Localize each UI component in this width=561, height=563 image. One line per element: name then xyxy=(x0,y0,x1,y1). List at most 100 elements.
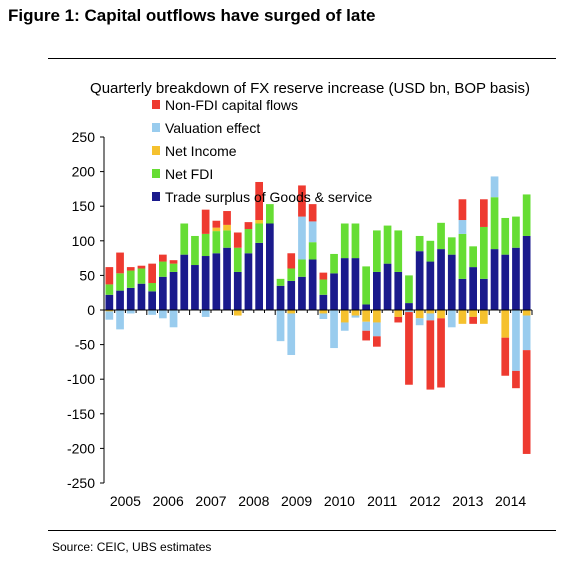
bar-2006Q3-s0 xyxy=(169,271,178,310)
bar-2012Q2-s0 xyxy=(415,251,424,310)
bar-2012Q2-s1 xyxy=(415,235,424,252)
bar-2009Q3-s1 xyxy=(298,259,306,277)
x-year-label: 2010 xyxy=(324,493,355,509)
y-tick-label: 200 xyxy=(72,164,96,180)
bar-2012Q4-s1 xyxy=(437,222,445,250)
bar-2014Q2-s1 xyxy=(501,217,510,255)
bar-2010Q2-s3 xyxy=(330,310,338,349)
bar-2005Q1-s3 xyxy=(105,311,114,320)
bar-2010Q1-s0 xyxy=(319,294,328,310)
bar-2005Q1-s2 xyxy=(105,310,114,312)
bar-2011Q2-s3 xyxy=(373,322,381,337)
bar-2006Q1-s4 xyxy=(148,263,156,284)
y-tick-label: -200 xyxy=(67,440,95,456)
bar-2010Q4-s3 xyxy=(351,315,360,318)
bar-2006Q2-s3 xyxy=(159,310,167,319)
bar-2008Q4-s1 xyxy=(266,204,274,224)
bar-2010Q4-s1 xyxy=(351,223,360,259)
bar-2008Q2-s0 xyxy=(244,253,253,310)
bar-2009Q3-s3 xyxy=(298,216,306,260)
bar-2009Q4-s3 xyxy=(308,221,317,243)
bar-2011Q1-s1 xyxy=(362,266,370,305)
bar-2005Q1-s1 xyxy=(105,284,114,295)
bar-2008Q4-s0 xyxy=(266,223,274,310)
x-year-label: 2009 xyxy=(281,493,312,509)
bar-2012Q1-s0 xyxy=(405,303,413,310)
bar-2009Q2-s2 xyxy=(287,310,296,314)
bar-2006Q4-s0 xyxy=(180,254,189,310)
bar-2009Q4-s4 xyxy=(308,204,317,222)
y-tick-label: -250 xyxy=(67,475,95,491)
bar-2005Q3-s4 xyxy=(126,267,135,271)
bar-2014Q4-s4 xyxy=(522,350,531,454)
bar-2013Q1-s0 xyxy=(447,254,456,310)
figure-title: Figure 1: Capital outflows have surged o… xyxy=(8,6,376,25)
bar-2007Q3-s2 xyxy=(212,227,221,232)
bar-2014Q4-s1 xyxy=(522,194,531,236)
bar-2011Q2-s0 xyxy=(373,271,381,310)
bar-2008Q3-s1 xyxy=(255,223,263,243)
bar-2010Q2-s0 xyxy=(330,273,338,310)
bar-2010Q3-s2 xyxy=(340,310,349,323)
legend-label: Trade surplus of Goods & service xyxy=(165,189,372,205)
legend-swatch xyxy=(152,123,160,132)
bar-2008Q1-s1 xyxy=(233,247,242,272)
bar-2014Q1-s1 xyxy=(490,197,499,250)
bar-2014Q1-s3 xyxy=(490,176,499,198)
bar-2012Q3-s4 xyxy=(426,320,435,390)
bar-2014Q3-s0 xyxy=(512,247,520,310)
bar-2010Q3-s3 xyxy=(340,322,349,331)
bar-2011Q3-s0 xyxy=(383,263,392,310)
source-note: Source: CEIC, UBS estimates xyxy=(52,540,212,554)
bar-2014Q4-s3 xyxy=(522,315,531,351)
bar-2011Q1-s3 xyxy=(362,321,370,331)
bar-2007Q4-s2 xyxy=(223,224,231,231)
bar-2014Q4-s0 xyxy=(522,235,531,310)
bar-2006Q1-s0 xyxy=(148,291,156,310)
bar-2005Q2-s3 xyxy=(116,310,124,330)
y-tick-label: 50 xyxy=(79,267,95,283)
bar-2011Q2-s4 xyxy=(373,336,381,347)
bar-2013Q1-s3 xyxy=(447,310,456,328)
x-year-label: 2011 xyxy=(367,493,397,509)
bar-2006Q3-s4 xyxy=(169,260,178,264)
bar-2012Q1-s1 xyxy=(405,275,413,304)
x-year-label: 2014 xyxy=(495,493,526,509)
bar-2005Q2-s4 xyxy=(116,252,124,274)
x-year-label: 2013 xyxy=(452,493,483,509)
bar-2013Q2-s3 xyxy=(458,220,467,234)
legend-label: Non-FDI capital flows xyxy=(165,97,298,113)
bar-2013Q4-s1 xyxy=(480,226,488,279)
bar-2010Q4-s0 xyxy=(351,258,360,310)
bar-2013Q4-s0 xyxy=(480,278,488,310)
bar-2009Q2-s0 xyxy=(287,280,296,310)
bar-2009Q3-s0 xyxy=(298,276,306,310)
bar-2006Q3-s1 xyxy=(169,263,178,272)
bar-2009Q2-s3 xyxy=(287,313,296,355)
bar-2008Q1-s4 xyxy=(233,232,242,248)
bar-2010Q1-s1 xyxy=(319,279,328,295)
bar-2009Q3-s4 xyxy=(298,185,306,217)
bar-2011Q3-s1 xyxy=(383,225,392,264)
bar-2008Q1-s2 xyxy=(233,310,242,316)
bar-2006Q1-s3 xyxy=(148,310,156,315)
bar-2005Q3-s1 xyxy=(126,270,135,288)
bar-2005Q2-s0 xyxy=(116,290,124,310)
top-rule xyxy=(48,58,556,59)
bar-2014Q3-s1 xyxy=(512,216,520,248)
bar-2006Q3-s3 xyxy=(169,310,178,328)
bar-2009Q4-s0 xyxy=(308,259,317,310)
bar-2009Q2-s4 xyxy=(287,253,296,269)
bar-2008Q2-s4 xyxy=(244,222,253,230)
legend-swatch xyxy=(152,146,160,155)
bar-2013Q3-s0 xyxy=(469,267,477,310)
bar-2014Q3-s4 xyxy=(512,370,520,389)
bar-2014Q2-s4 xyxy=(501,337,510,376)
x-year-label: 2006 xyxy=(153,493,184,509)
bar-2006Q2-s0 xyxy=(159,276,167,310)
bar-2010Q2-s1 xyxy=(330,253,338,274)
bar-2007Q2-s0 xyxy=(201,256,210,310)
bar-2012Q3-s2 xyxy=(426,310,435,314)
bar-2008Q3-s4 xyxy=(255,181,263,221)
